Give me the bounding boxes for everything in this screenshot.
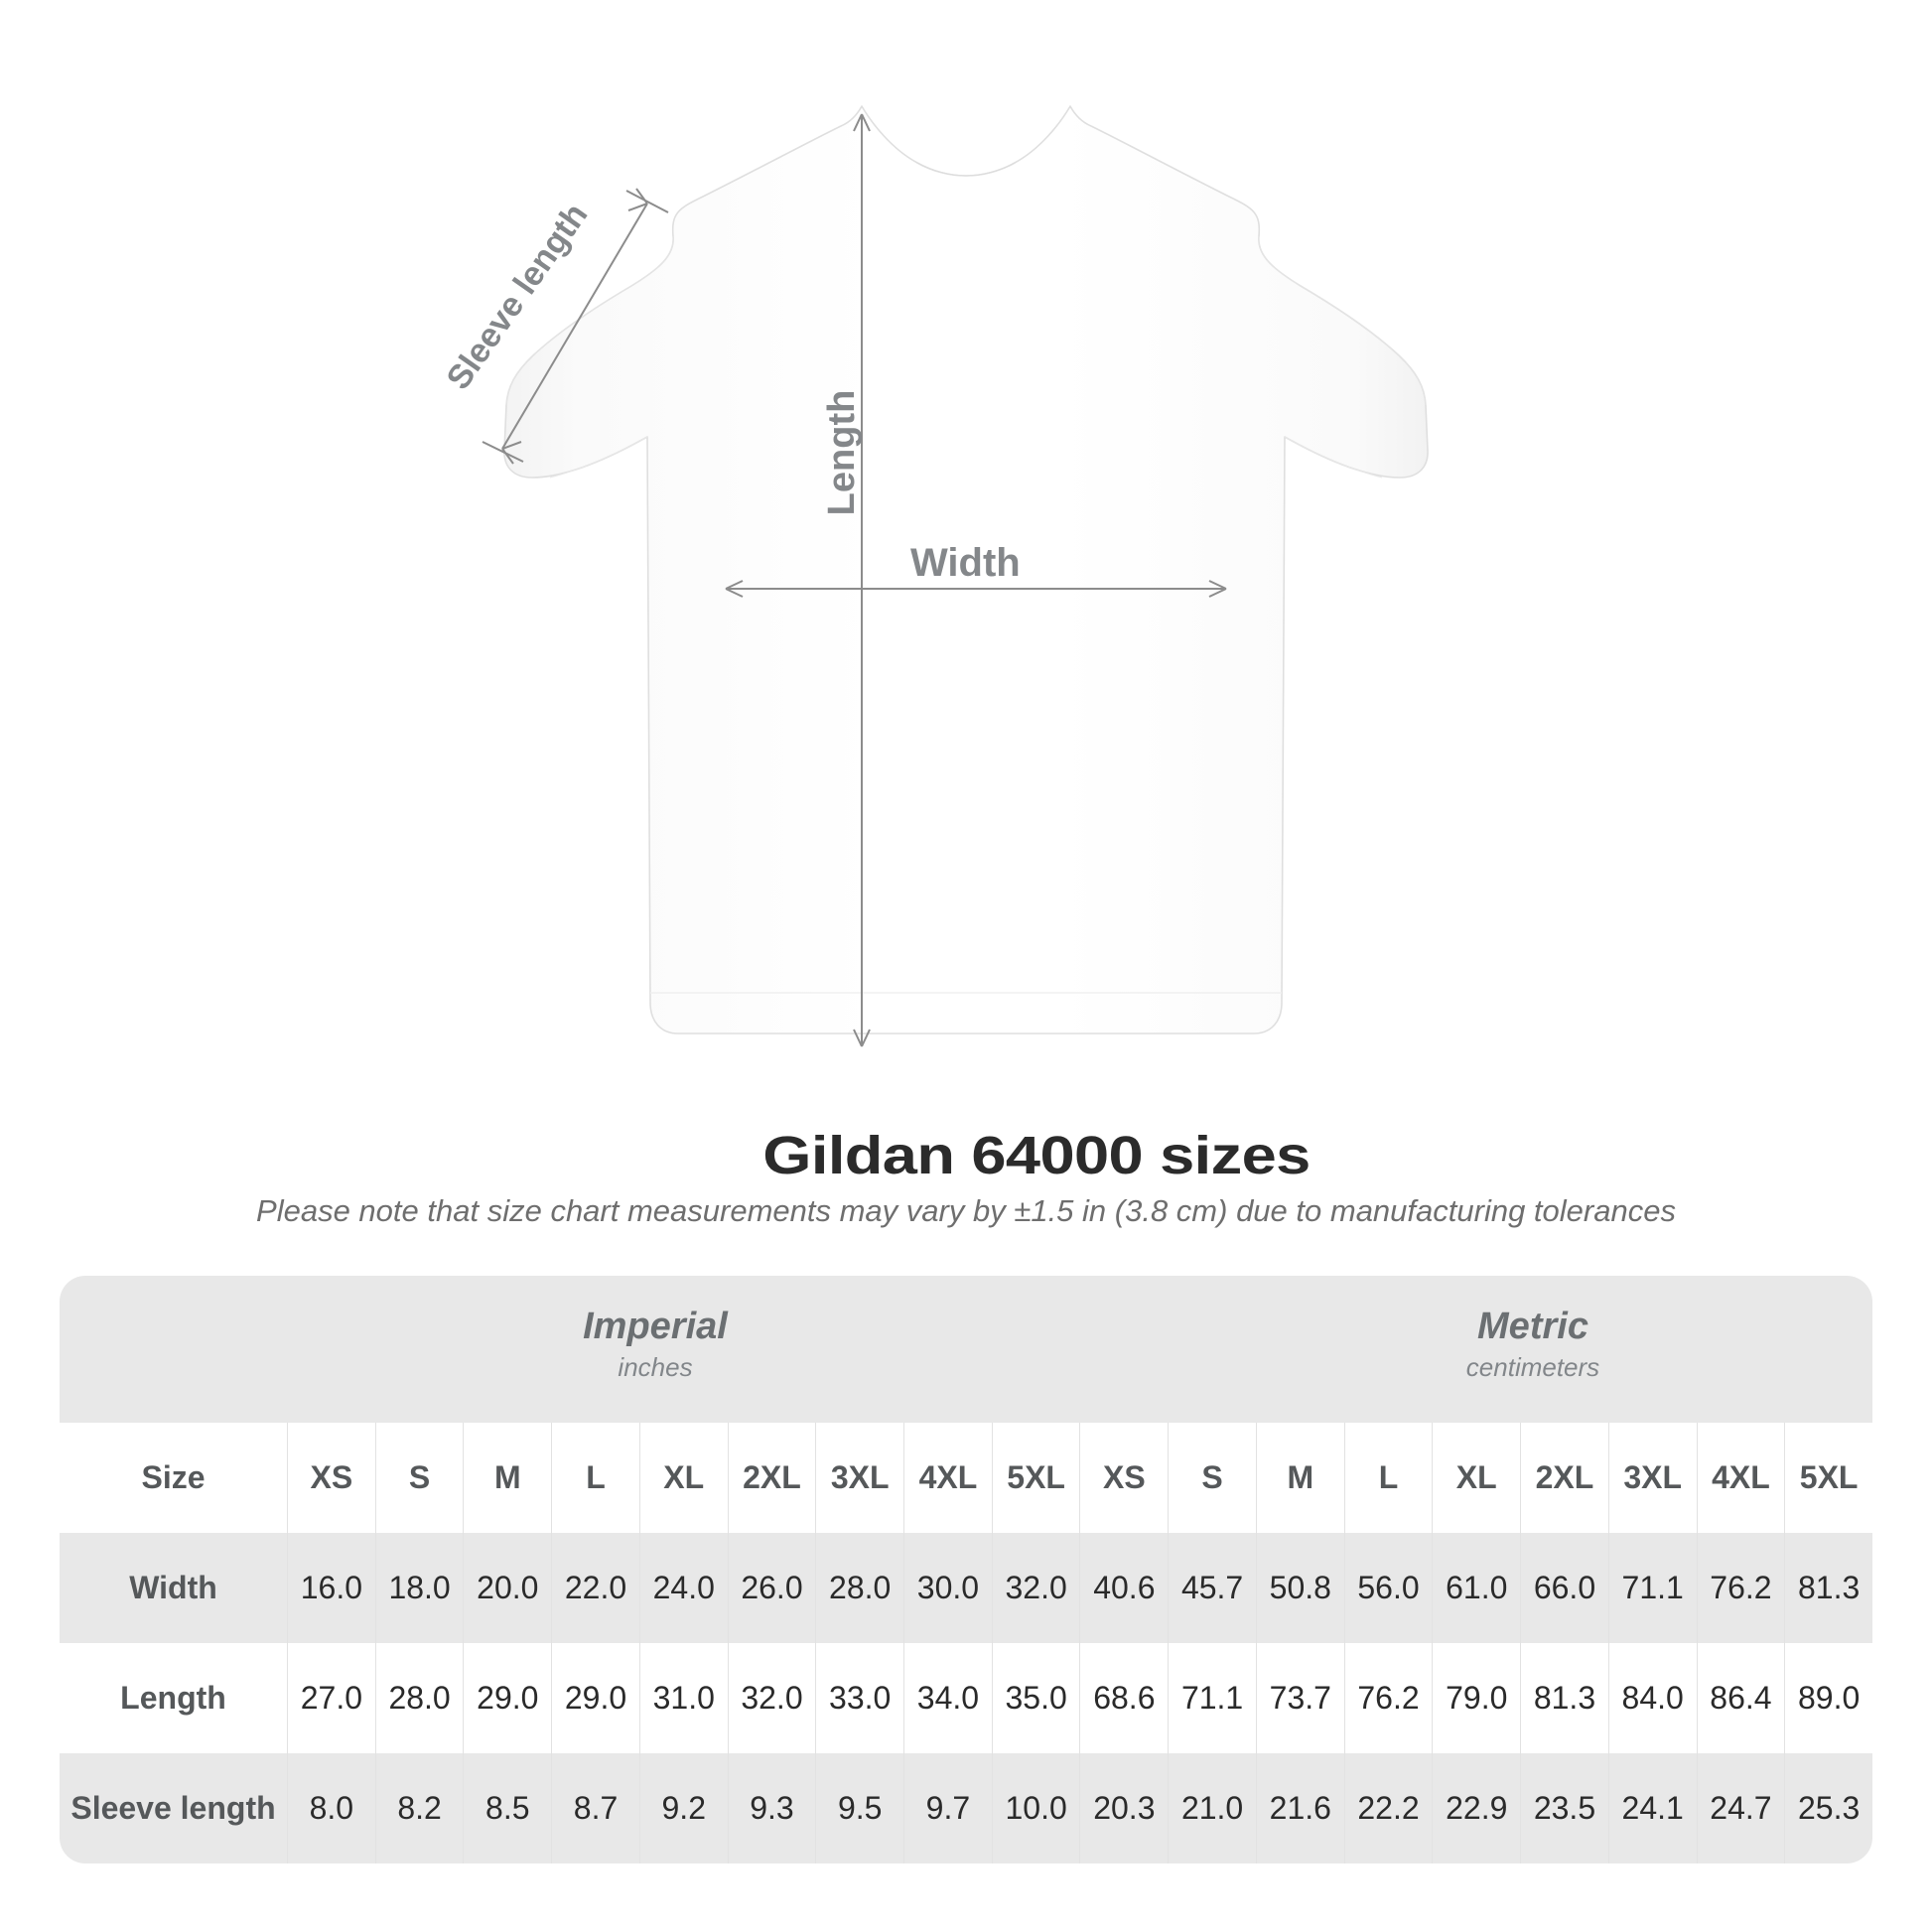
svg-text:Length: Length [821, 390, 863, 516]
svg-text:Width: Width [910, 541, 1021, 585]
